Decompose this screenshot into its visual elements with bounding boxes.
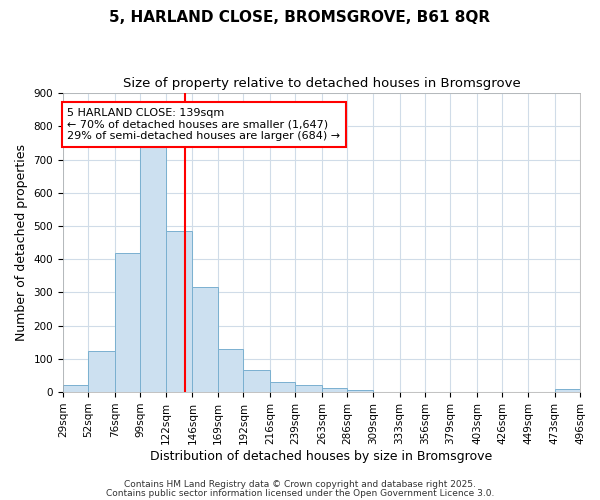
Bar <box>88 350 115 392</box>
Title: Size of property relative to detached houses in Bromsgrove: Size of property relative to detached ho… <box>122 78 520 90</box>
Bar <box>322 388 347 392</box>
Bar <box>554 389 580 392</box>
Bar <box>193 288 218 392</box>
X-axis label: Distribution of detached houses by size in Bromsgrove: Distribution of detached houses by size … <box>151 450 493 462</box>
Bar <box>140 146 166 392</box>
Bar <box>115 252 140 392</box>
Bar <box>218 349 244 392</box>
Bar <box>244 370 270 392</box>
Bar <box>63 386 88 392</box>
Bar <box>166 231 193 392</box>
Bar <box>295 385 322 392</box>
Text: Contains HM Land Registry data © Crown copyright and database right 2025.: Contains HM Land Registry data © Crown c… <box>124 480 476 489</box>
Text: Contains public sector information licensed under the Open Government Licence 3.: Contains public sector information licen… <box>106 488 494 498</box>
Y-axis label: Number of detached properties: Number of detached properties <box>15 144 28 341</box>
Bar <box>270 382 295 392</box>
Text: 5 HARLAND CLOSE: 139sqm
← 70% of detached houses are smaller (1,647)
29% of semi: 5 HARLAND CLOSE: 139sqm ← 70% of detache… <box>67 108 340 141</box>
Bar <box>347 390 373 392</box>
Text: 5, HARLAND CLOSE, BROMSGROVE, B61 8QR: 5, HARLAND CLOSE, BROMSGROVE, B61 8QR <box>109 10 491 25</box>
